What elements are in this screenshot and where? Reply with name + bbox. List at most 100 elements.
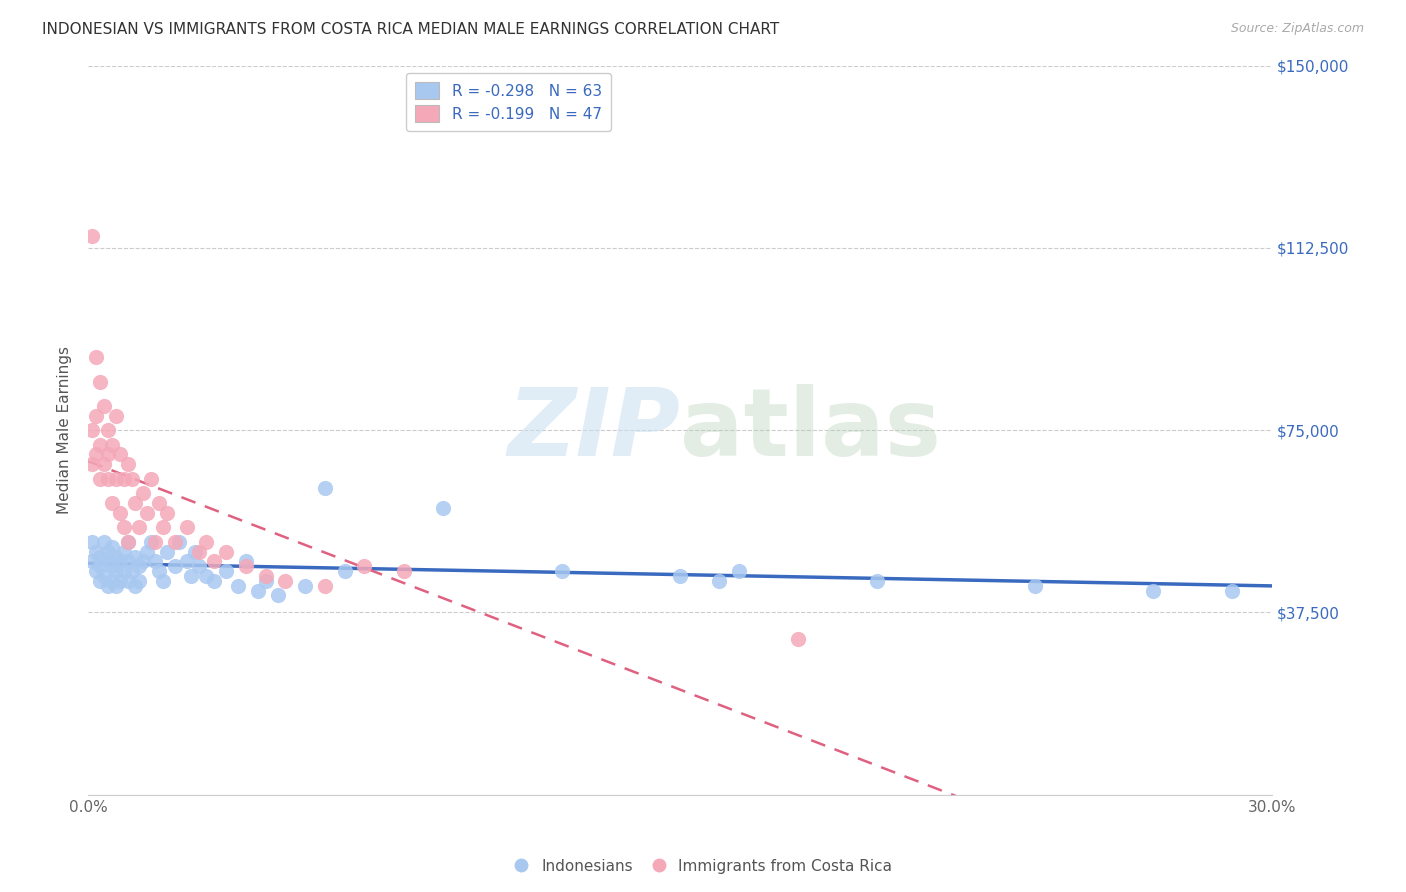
Point — [82, 457, 104, 471]
Point — [101, 540, 124, 554]
Point — [152, 520, 174, 534]
Point — [84, 409, 107, 423]
Point — [246, 583, 269, 598]
Point — [104, 564, 127, 578]
Point — [728, 564, 751, 578]
Point — [124, 496, 146, 510]
Point — [195, 535, 218, 549]
Text: INDONESIAN VS IMMIGRANTS FROM COSTA RICA MEDIAN MALE EARNINGS CORRELATION CHART: INDONESIAN VS IMMIGRANTS FROM COSTA RICA… — [42, 22, 779, 37]
Point — [163, 559, 186, 574]
Point — [89, 438, 111, 452]
Point — [97, 544, 120, 558]
Point — [112, 520, 135, 534]
Point — [187, 559, 209, 574]
Point — [132, 554, 155, 568]
Point — [82, 423, 104, 437]
Point — [112, 564, 135, 578]
Point — [432, 500, 454, 515]
Point — [128, 559, 150, 574]
Point — [108, 506, 131, 520]
Point — [143, 554, 166, 568]
Point — [215, 564, 238, 578]
Legend: R = -0.298   N = 63, R = -0.199   N = 47: R = -0.298 N = 63, R = -0.199 N = 47 — [406, 73, 610, 131]
Point — [108, 447, 131, 461]
Point — [235, 559, 257, 574]
Point — [550, 564, 572, 578]
Point — [314, 482, 336, 496]
Point — [124, 579, 146, 593]
Point — [143, 535, 166, 549]
Point — [148, 564, 170, 578]
Point — [866, 574, 889, 588]
Point — [176, 520, 198, 534]
Point — [136, 544, 159, 558]
Point — [82, 228, 104, 243]
Point — [141, 535, 163, 549]
Point — [124, 549, 146, 564]
Point — [84, 564, 107, 578]
Point — [97, 472, 120, 486]
Point — [669, 569, 692, 583]
Point — [266, 589, 288, 603]
Point — [128, 574, 150, 588]
Point — [108, 554, 131, 568]
Point — [156, 544, 179, 558]
Point — [709, 574, 731, 588]
Point — [93, 399, 115, 413]
Point — [84, 544, 107, 558]
Point — [84, 447, 107, 461]
Point — [314, 579, 336, 593]
Point — [163, 535, 186, 549]
Point — [84, 350, 107, 364]
Point — [82, 554, 104, 568]
Point — [117, 457, 139, 471]
Point — [136, 506, 159, 520]
Point — [117, 535, 139, 549]
Point — [112, 544, 135, 558]
Point — [101, 559, 124, 574]
Point — [112, 472, 135, 486]
Point — [117, 554, 139, 568]
Point — [254, 569, 277, 583]
Point — [132, 486, 155, 500]
Point — [152, 574, 174, 588]
Point — [101, 438, 124, 452]
Point — [97, 447, 120, 461]
Point — [176, 554, 198, 568]
Point — [97, 423, 120, 437]
Point — [93, 535, 115, 549]
Point — [89, 559, 111, 574]
Point — [195, 569, 218, 583]
Point — [183, 544, 205, 558]
Point — [89, 574, 111, 588]
Point — [101, 574, 124, 588]
Point — [226, 579, 249, 593]
Point — [97, 579, 120, 593]
Point — [1024, 579, 1046, 593]
Point — [235, 554, 257, 568]
Point — [156, 506, 179, 520]
Point — [202, 574, 225, 588]
Point — [121, 472, 143, 486]
Point — [89, 375, 111, 389]
Point — [93, 457, 115, 471]
Point — [117, 535, 139, 549]
Point — [93, 569, 115, 583]
Point — [333, 564, 356, 578]
Point — [104, 549, 127, 564]
Point — [117, 574, 139, 588]
Point — [215, 544, 238, 558]
Point — [104, 472, 127, 486]
Point — [141, 472, 163, 486]
Point — [89, 472, 111, 486]
Text: atlas: atlas — [681, 384, 941, 476]
Point — [254, 574, 277, 588]
Point — [187, 544, 209, 558]
Text: Source: ZipAtlas.com: Source: ZipAtlas.com — [1230, 22, 1364, 36]
Point — [167, 535, 190, 549]
Point — [180, 569, 202, 583]
Point — [121, 564, 143, 578]
Point — [128, 520, 150, 534]
Point — [1142, 583, 1164, 598]
Point — [787, 632, 810, 647]
